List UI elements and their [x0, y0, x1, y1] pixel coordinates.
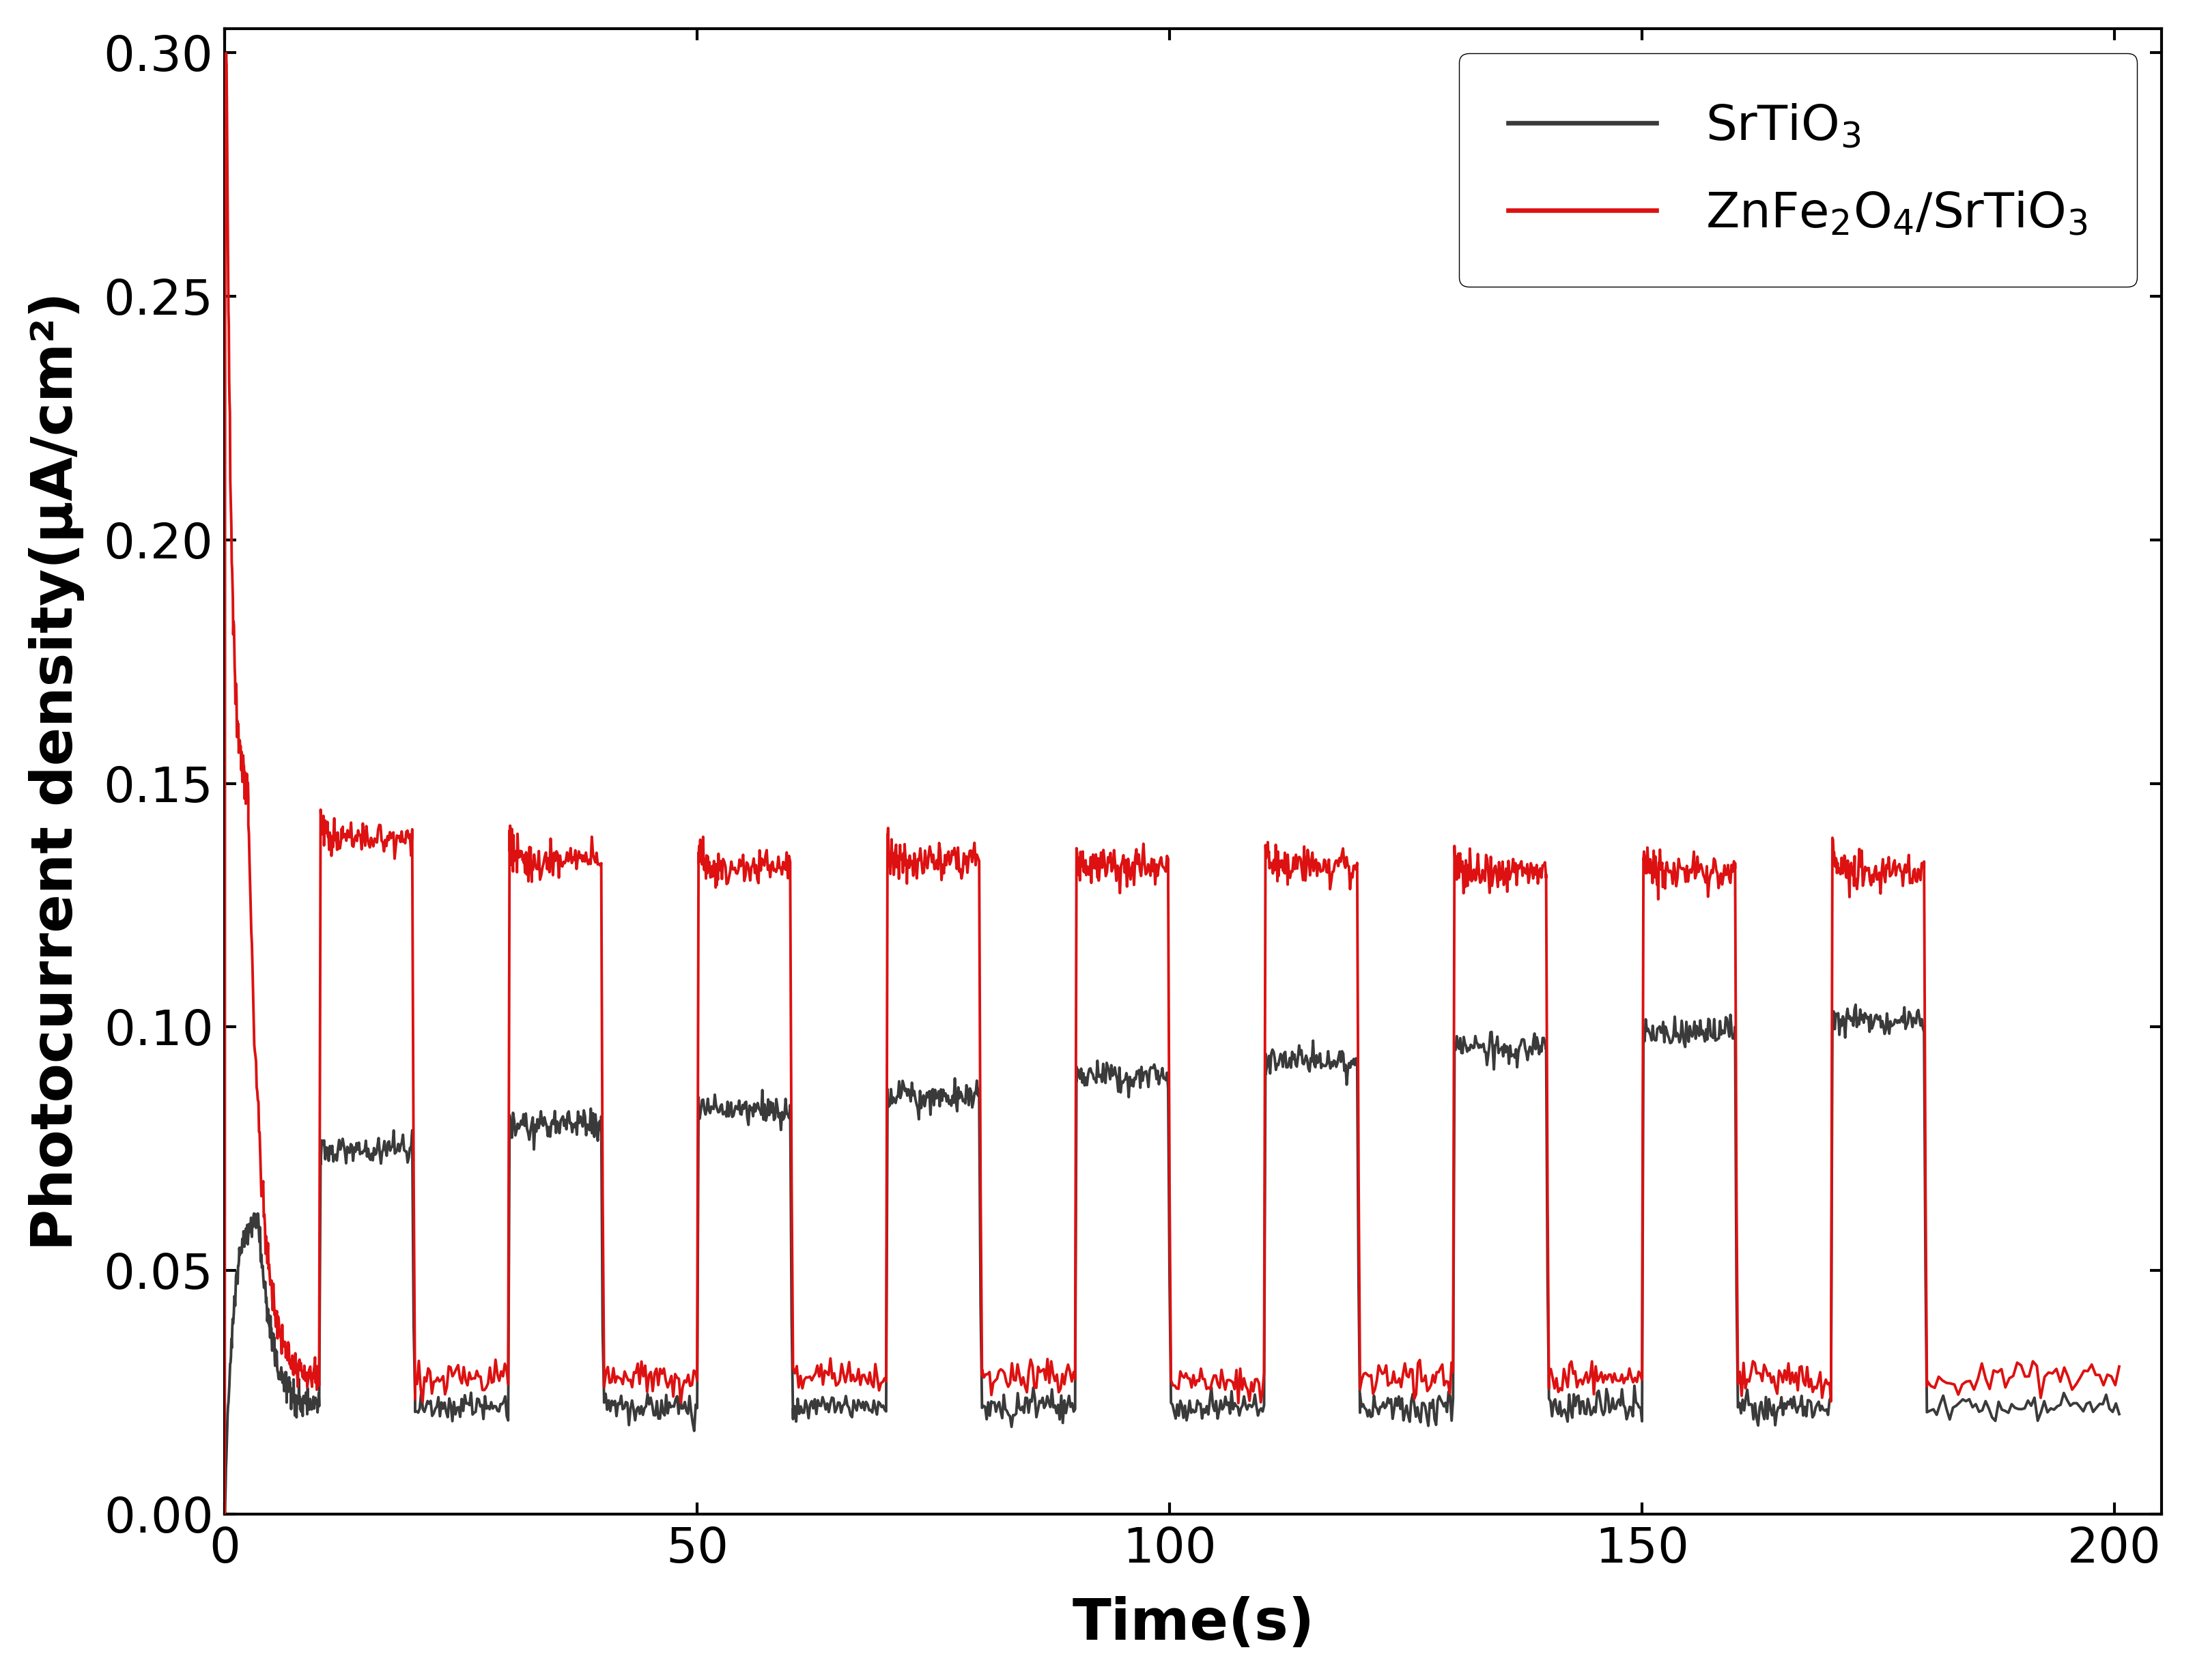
Legend: SrTiO$_3$, ZnFe$_2$O$_4$/SrTiO$_3$: SrTiO$_3$, ZnFe$_2$O$_4$/SrTiO$_3$ [1460, 54, 2136, 287]
Y-axis label: Photocurrent density(μA/cm²): Photocurrent density(μA/cm²) [29, 292, 83, 1250]
X-axis label: Time(s): Time(s) [1071, 1596, 1315, 1651]
